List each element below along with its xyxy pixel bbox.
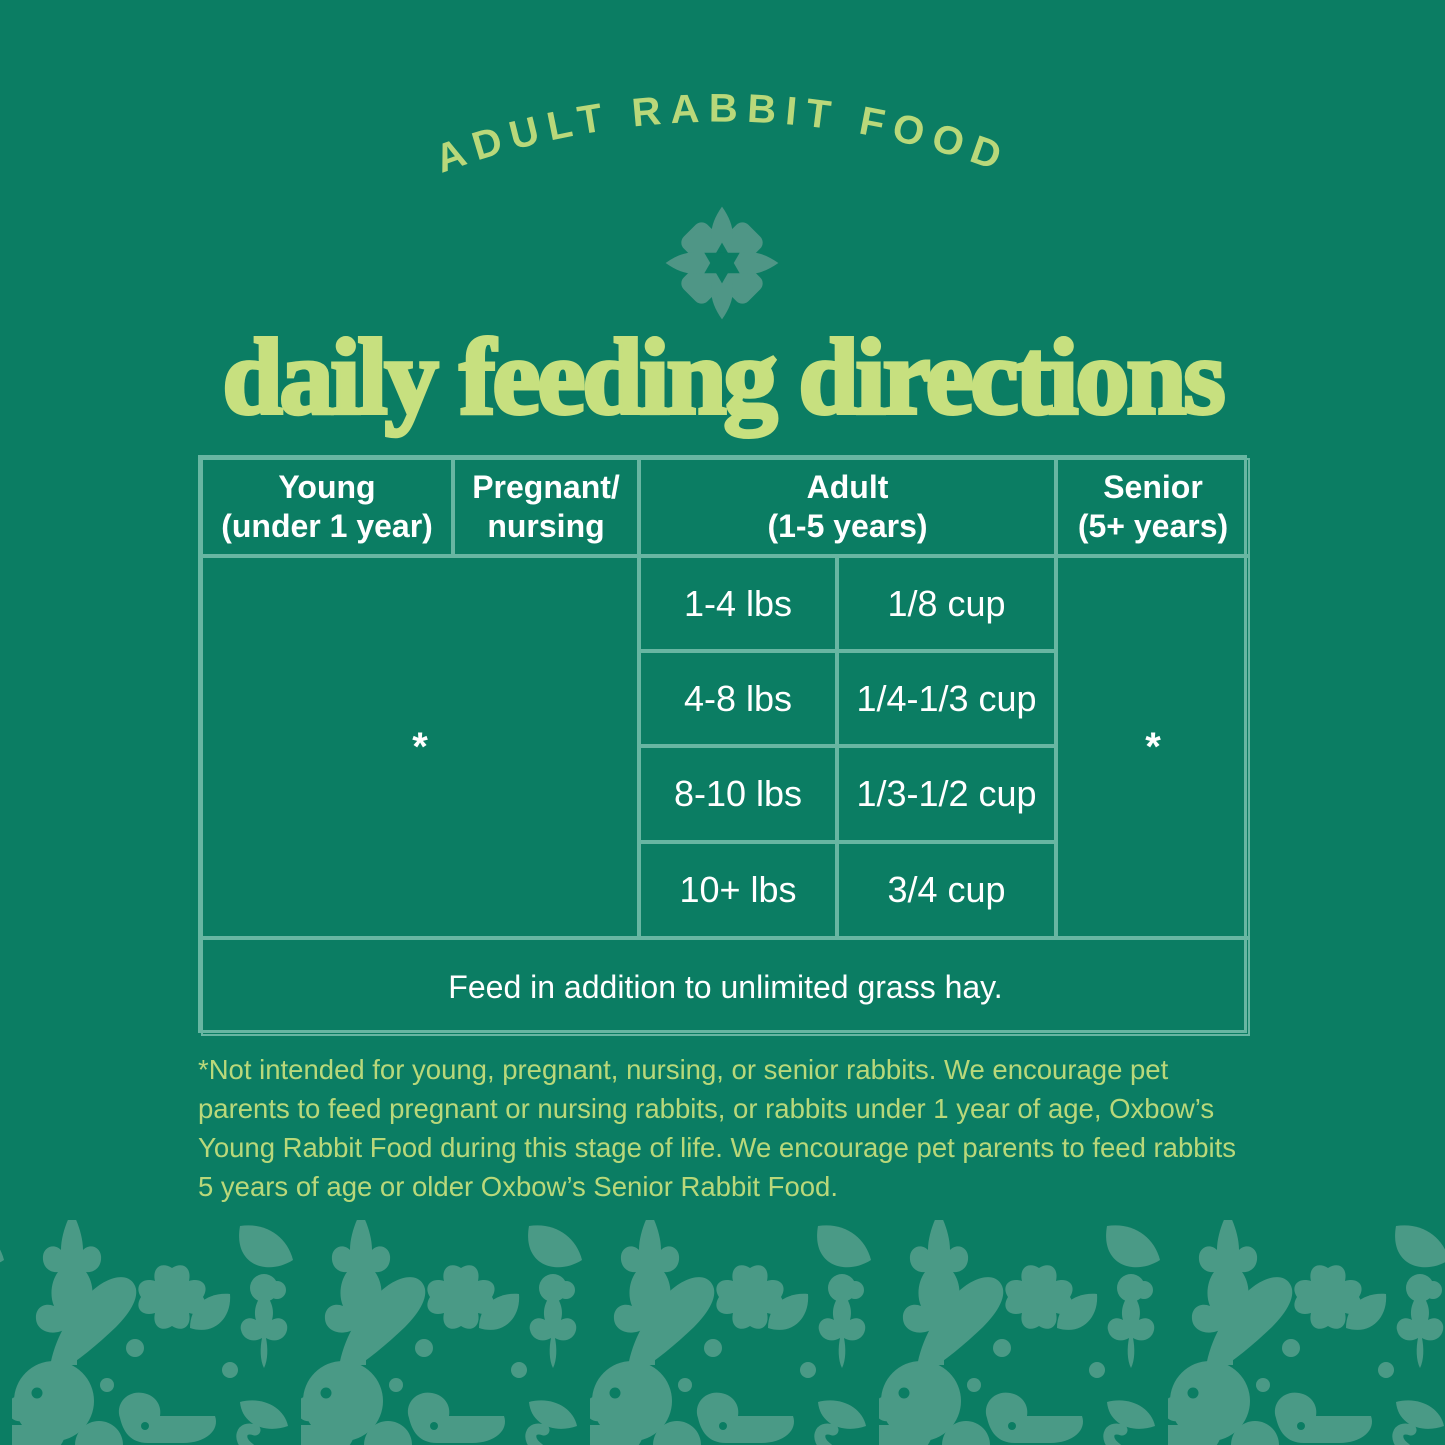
svg-text:ADULT RABBIT FOOD: ADULT RABBIT FOOD xyxy=(430,87,1016,182)
